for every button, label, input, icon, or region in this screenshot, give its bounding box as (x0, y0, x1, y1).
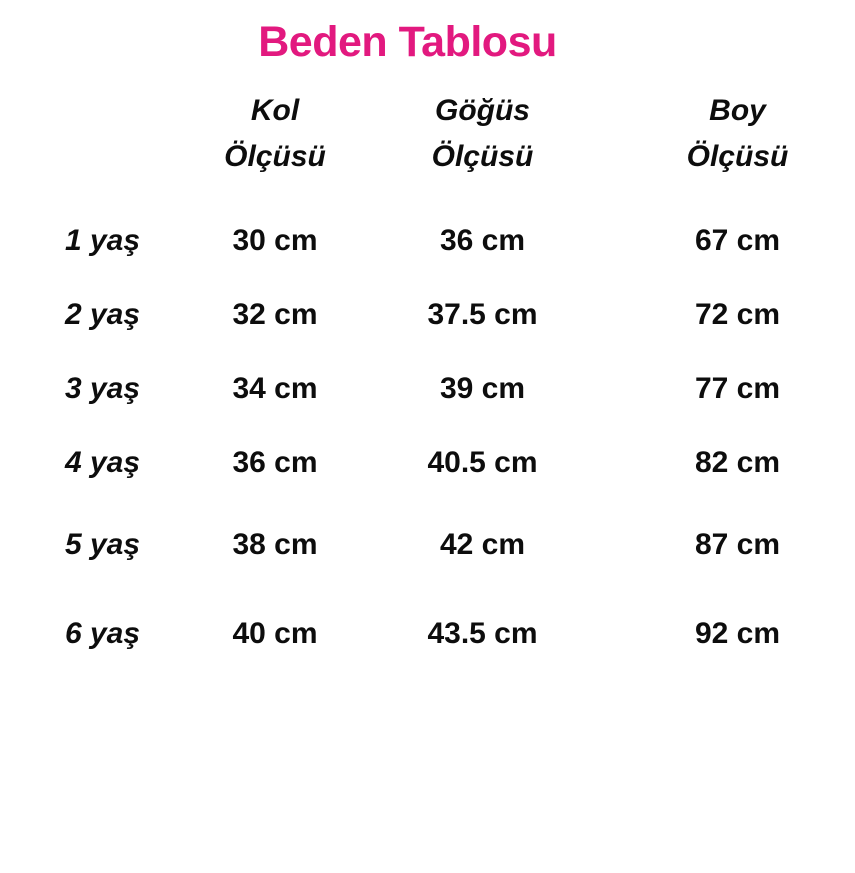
page-title: Beden Tablosu (258, 18, 557, 66)
cell-chest: 39 cm (439, 372, 526, 405)
spacer-cell (345, 678, 620, 873)
cell-chest: 43.5 cm (427, 616, 538, 650)
table-body: 1 yaş 30 cm 36 cm 67 cm 2 yaş 32 cm 37.5… (0, 204, 855, 873)
cell-age: 3 yaş (64, 372, 141, 405)
column-header-sleeve: Kol Ölçüsü (205, 0, 345, 204)
cell-sleeve: 36 cm (232, 446, 318, 479)
table-row: 1 yaş 30 cm 36 cm 67 cm (0, 204, 855, 278)
cell-length: 72 cm (694, 298, 781, 331)
cell-chest: 37.5 cm (427, 298, 538, 331)
column-header-length: Boy Ölçüsü (620, 0, 855, 204)
cell-length: 92 cm (694, 616, 781, 650)
spacer-cell (0, 678, 205, 873)
column-header-chest: Göğüs Ölçüsü (345, 0, 620, 204)
table-bottom-spacer (0, 678, 855, 873)
column-header-age (0, 0, 205, 204)
column-header-chest-line1: Göğüs (435, 94, 530, 127)
spacer-cell (205, 678, 345, 873)
table-header-row: Kol Ölçüsü Göğüs Ölçüsü Boy Ölçüsü (0, 0, 855, 204)
cell-length: 87 cm (694, 527, 781, 561)
table-row: 6 yaş 40 cm 43.5 cm 92 cm (0, 589, 855, 678)
table-header: Kol Ölçüsü Göğüs Ölçüsü Boy Ölçüsü (0, 0, 855, 204)
cell-chest: 40.5 cm (427, 446, 538, 479)
cell-age: 1 yaş (64, 224, 141, 257)
cell-age: 6 yaş (64, 616, 141, 650)
cell-age: 5 yaş (64, 527, 141, 561)
cell-length: 82 cm (694, 446, 781, 479)
cell-chest: 36 cm (439, 224, 526, 257)
cell-chest: 42 cm (439, 527, 526, 561)
cell-sleeve: 30 cm (232, 224, 318, 257)
cell-length: 77 cm (694, 372, 781, 405)
column-header-chest-line2: Ölçüsü (431, 140, 534, 173)
cell-age: 2 yaş (64, 298, 141, 331)
cell-sleeve: 34 cm (232, 372, 318, 405)
table-row: 3 yaş 34 cm 39 cm 77 cm (0, 352, 855, 426)
size-chart-root: Beden Tablosu Kol Ölçüsü Göğüs Ölçüsü Bo… (64, 18, 789, 650)
cell-sleeve: 32 cm (232, 298, 318, 331)
column-header-length-line1: Boy (709, 94, 766, 127)
spacer-cell (620, 678, 855, 873)
cell-sleeve: 38 cm (232, 527, 318, 561)
column-header-length-line2: Ölçüsü (686, 140, 789, 173)
table-row: 4 yaş 36 cm 40.5 cm 82 cm (0, 426, 855, 500)
table-row: 2 yaş 32 cm 37.5 cm 72 cm (0, 278, 855, 352)
column-header-sleeve-line1: Kol (250, 94, 300, 127)
cell-length: 67 cm (694, 224, 781, 257)
column-header-sleeve-line2: Ölçüsü (224, 140, 326, 173)
table-row: 5 yaş 38 cm 42 cm 87 cm (0, 500, 855, 589)
cell-age: 4 yaş (64, 446, 141, 479)
cell-sleeve: 40 cm (232, 616, 318, 650)
